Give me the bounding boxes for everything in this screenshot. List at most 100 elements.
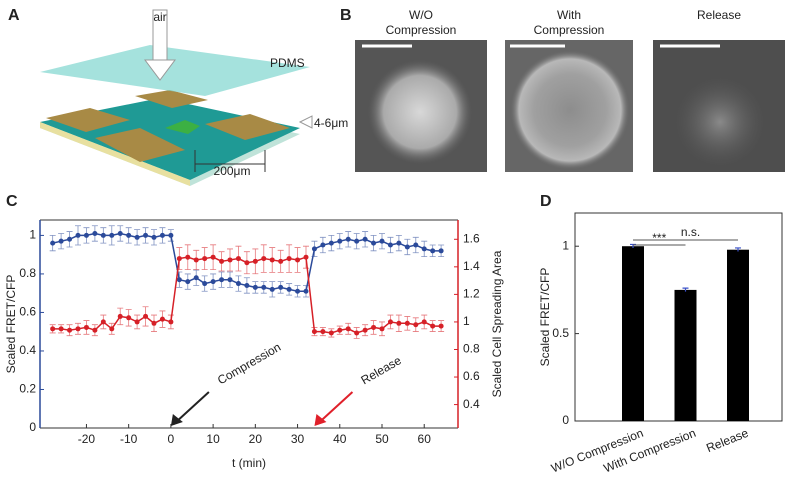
micrographs xyxy=(355,40,785,172)
y2-tick-label: 1 xyxy=(463,314,470,328)
y2-tick-label: 1.4 xyxy=(463,259,480,273)
gap-label: 4-6μm xyxy=(314,116,348,130)
point xyxy=(396,240,402,246)
point xyxy=(278,284,284,290)
point xyxy=(311,329,317,335)
point xyxy=(404,244,410,250)
point xyxy=(193,275,199,281)
y2-tick-label: 0.4 xyxy=(463,397,480,411)
point xyxy=(100,319,106,325)
annotation-arrow xyxy=(316,391,354,425)
y-tick-label: 1 xyxy=(29,228,36,242)
point xyxy=(371,324,377,330)
bar xyxy=(674,289,697,421)
point xyxy=(100,232,106,238)
point xyxy=(143,232,149,238)
y-axis-label: Scaled FRET/CFP xyxy=(4,275,18,374)
x-tick-label: -10 xyxy=(120,432,138,446)
point xyxy=(337,327,343,333)
point xyxy=(286,256,292,262)
point xyxy=(75,232,81,238)
point xyxy=(235,256,241,262)
bar xyxy=(622,246,644,421)
x-tick-label: 40 xyxy=(333,432,347,446)
point xyxy=(235,281,241,287)
point xyxy=(286,286,292,292)
point xyxy=(328,330,334,336)
point xyxy=(67,236,73,242)
point xyxy=(109,326,115,332)
point xyxy=(371,240,377,246)
point xyxy=(202,256,208,262)
point xyxy=(117,313,123,319)
point xyxy=(438,248,444,254)
point xyxy=(185,279,191,285)
pdms-label: PDMS xyxy=(270,56,305,70)
x-tick-label: 60 xyxy=(418,432,432,446)
bar xyxy=(727,249,749,421)
point xyxy=(227,257,233,263)
panel-label: A xyxy=(8,7,20,24)
x-tick-label: 0 xyxy=(168,432,175,446)
point xyxy=(193,257,199,263)
y-tick-label: 0.6 xyxy=(19,305,36,319)
point xyxy=(269,257,275,263)
y2-tick-label: 1.6 xyxy=(463,231,480,245)
point xyxy=(387,242,393,248)
panel-label: C xyxy=(6,193,18,210)
arrow-head xyxy=(170,414,183,426)
y2-axis-label: Scaled Cell Spreading Area xyxy=(490,250,504,397)
y-tick-label: 0.4 xyxy=(19,343,36,357)
micrograph-title: Release xyxy=(697,8,741,22)
point xyxy=(58,326,64,332)
point xyxy=(303,254,309,260)
point xyxy=(83,324,89,330)
point xyxy=(328,240,334,246)
width-label: 200μm xyxy=(214,164,251,178)
y2-tick-label: 0.8 xyxy=(463,342,480,356)
error-bar xyxy=(735,247,741,252)
y-tick-label: 0 xyxy=(562,413,569,427)
point xyxy=(387,319,393,325)
y-tick-label: 0.8 xyxy=(19,266,36,280)
point xyxy=(210,279,216,285)
point xyxy=(244,282,250,288)
y-tick-label: 0 xyxy=(29,420,36,434)
point xyxy=(337,238,343,244)
point xyxy=(117,230,123,236)
y2-tick-label: 0.6 xyxy=(463,369,480,383)
device-diagram: air PDMS 4-6μm 200μm xyxy=(40,9,348,186)
y-axis-label: Scaled FRET/CFP xyxy=(538,268,552,367)
point xyxy=(134,319,140,325)
point xyxy=(295,257,301,263)
point xyxy=(413,242,419,248)
error-bar xyxy=(682,287,689,292)
point xyxy=(176,256,182,262)
point xyxy=(421,319,427,325)
micrograph-title: Compression xyxy=(534,23,605,37)
point xyxy=(75,326,81,332)
point xyxy=(269,286,275,292)
point xyxy=(50,240,56,246)
point xyxy=(354,330,360,336)
panel-label: B xyxy=(340,7,352,24)
point xyxy=(379,326,385,332)
y-tick-label: 1 xyxy=(562,238,569,252)
point xyxy=(261,256,267,262)
panel-label: D xyxy=(540,193,552,210)
point xyxy=(320,242,326,248)
point xyxy=(311,246,317,252)
point xyxy=(345,236,351,242)
point xyxy=(413,322,419,328)
annotation-arrow xyxy=(173,391,210,425)
point xyxy=(430,323,436,329)
point xyxy=(168,232,174,238)
x-axis-label: t (min) xyxy=(232,456,266,470)
arrow-head xyxy=(314,414,327,426)
point xyxy=(143,313,149,319)
x-tick-label: -20 xyxy=(78,432,96,446)
point xyxy=(345,326,351,332)
point xyxy=(219,277,225,283)
point xyxy=(109,232,115,238)
